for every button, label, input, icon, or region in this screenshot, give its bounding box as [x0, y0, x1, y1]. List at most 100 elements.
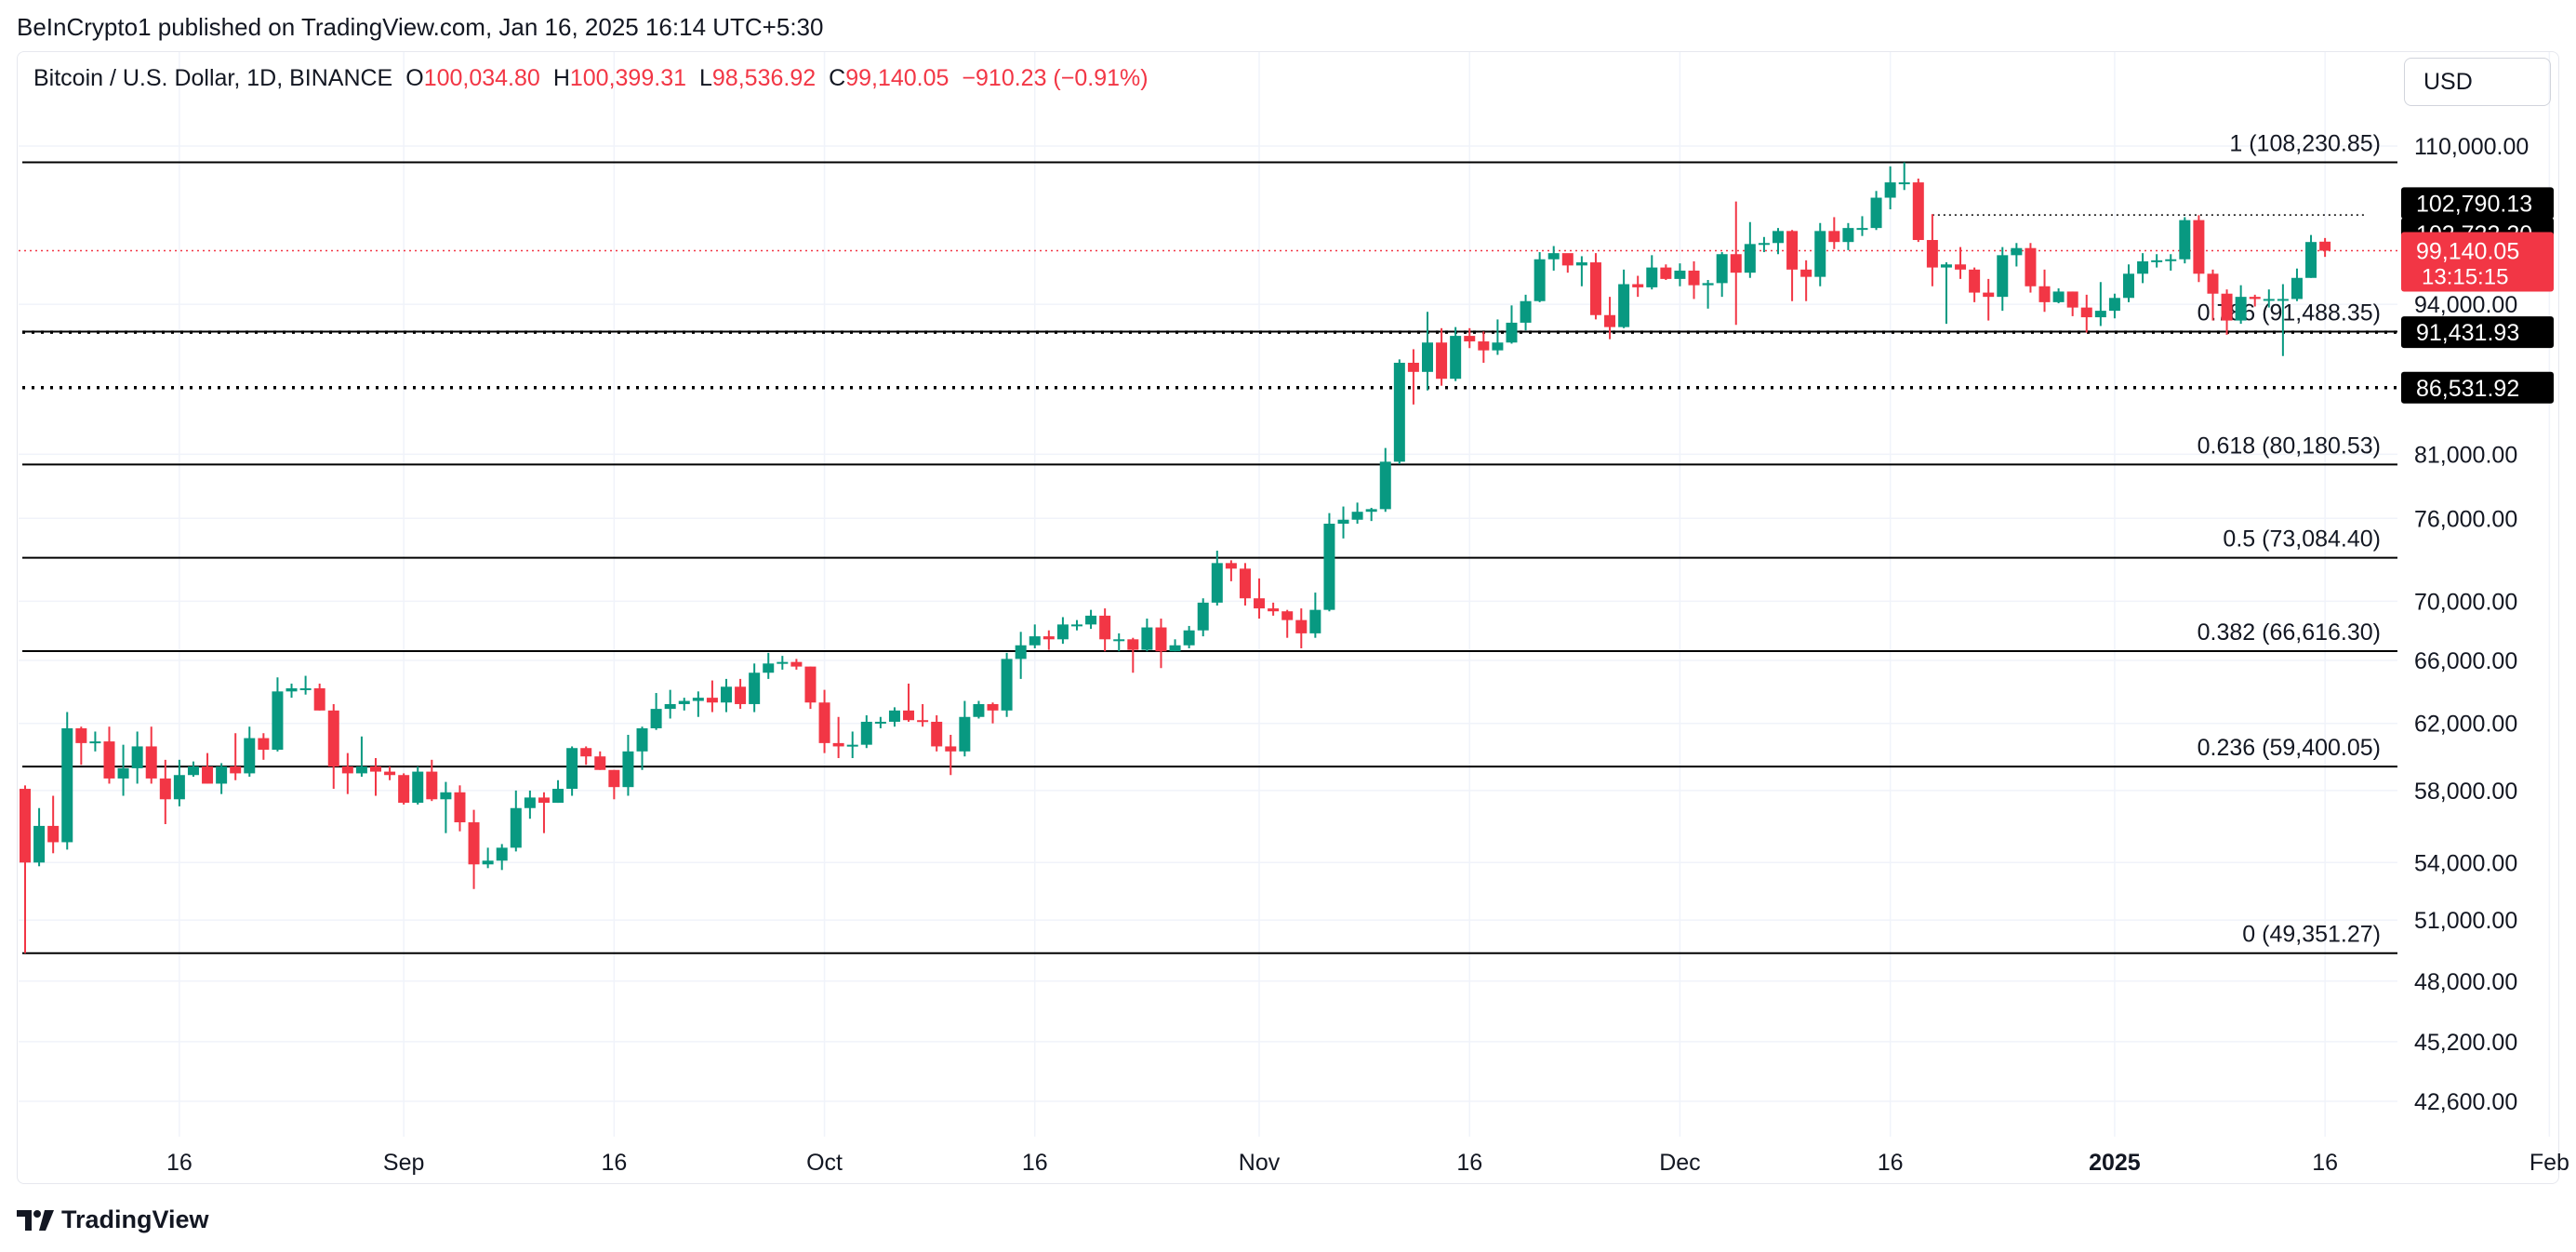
candle-down: [1436, 342, 1448, 380]
candle-up: [763, 663, 775, 673]
candle-up: [216, 766, 228, 784]
candle-up: [2165, 259, 2177, 261]
candle-up: [1997, 255, 2009, 298]
candle-down: [468, 822, 480, 865]
x-axis-tick-label: Dec: [1659, 1150, 1700, 1176]
y-axis-tick-label: 62,000.00: [2414, 712, 2517, 738]
ohlc-legend: Bitcoin / U.S. Dollar, 1D, BINANCE O100,0…: [33, 65, 1149, 92]
candle-down: [2221, 293, 2233, 321]
candle-up: [1450, 336, 1462, 380]
candle-down: [931, 721, 943, 747]
open-value: 100,034.80: [423, 65, 540, 91]
candle-down: [426, 771, 438, 800]
candle-down: [1254, 598, 1266, 609]
candle-up: [1870, 197, 1882, 229]
candle-down: [1632, 284, 1644, 287]
candle-up: [412, 771, 424, 804]
x-axis-tick-label: Nov: [1239, 1150, 1281, 1176]
candle-down: [1926, 240, 1938, 268]
candle-up: [2094, 311, 2106, 318]
candle-down: [2038, 286, 2051, 302]
candle-down: [1561, 253, 1573, 266]
candle-up: [1169, 645, 1181, 652]
candle-down: [327, 710, 339, 767]
candle-up: [510, 807, 522, 848]
candle-up: [1365, 509, 1377, 513]
open-label: O: [405, 65, 424, 91]
candle-up: [1520, 300, 1532, 323]
candle-down: [2319, 241, 2331, 251]
candle-up: [2011, 247, 2023, 256]
candle-up: [2235, 297, 2247, 321]
price-tag-box: [2401, 187, 2554, 220]
change-value: −910.23 (−0.91%): [962, 65, 1149, 91]
candle-up: [566, 748, 578, 790]
candle-up: [2052, 291, 2065, 302]
candle-up: [678, 700, 690, 704]
tradingview-logo[interactable]: TradingView: [17, 1205, 209, 1234]
candle-down: [1688, 270, 1700, 286]
candle-down: [945, 746, 957, 752]
candle-down: [1730, 254, 1742, 273]
candle-up: [1716, 254, 1728, 284]
candle-down: [398, 775, 410, 804]
candle-down: [987, 703, 999, 711]
candle-up: [552, 789, 564, 804]
candle-down: [202, 766, 214, 784]
candle-down: [1955, 264, 1967, 270]
y-axis-tick-label: 94,000.00: [2414, 292, 2517, 318]
y-axis-tick-label: 76,000.00: [2414, 506, 2517, 532]
candle-up: [355, 766, 367, 774]
fib-level-label: 0.382 (66,616.30): [2198, 619, 2381, 646]
candle-up: [272, 691, 284, 751]
chart-frame: [17, 51, 2559, 1184]
candle-down: [804, 666, 817, 703]
candle-down: [706, 698, 718, 703]
currency-selector-button[interactable]: USD: [2404, 58, 2551, 106]
candle-down: [159, 778, 171, 800]
candle-down: [1225, 563, 1237, 569]
candle-down: [1604, 314, 1616, 327]
candle-down: [735, 686, 747, 704]
x-axis-tick-label: 16: [601, 1150, 627, 1176]
countdown-label: 13:15:15: [2422, 265, 2508, 290]
candle-down: [1800, 269, 1812, 277]
candle-down: [1239, 568, 1251, 599]
candle-up: [1071, 624, 1082, 627]
fib-level-label: 0.618 (80,180.53): [2198, 433, 2381, 459]
candle-up: [1379, 461, 1391, 510]
candle-up: [1534, 259, 1546, 301]
x-axis-tick-label: 16: [1456, 1150, 1482, 1176]
candle-down: [1268, 608, 1280, 612]
candle-up: [2123, 273, 2134, 299]
candle-up: [285, 687, 298, 692]
candle-down: [258, 738, 270, 751]
x-axis-tick-label: 16: [2312, 1150, 2338, 1176]
candle-up: [860, 721, 872, 745]
candle-up: [33, 825, 46, 863]
candle-down: [1912, 182, 1924, 241]
candle-up: [524, 797, 536, 808]
y-axis-tick-label: 58,000.00: [2414, 779, 2517, 805]
candle-up: [1309, 609, 1321, 633]
current-price-tag-label: 99,140.05: [2416, 239, 2519, 265]
low-value: 98,536.92: [711, 65, 817, 91]
candle-up: [2179, 220, 2191, 260]
tradingview-mark-icon: [17, 1209, 54, 1231]
candle-up: [1506, 322, 1518, 343]
close-label: C: [829, 65, 846, 91]
candle-up: [2305, 242, 2317, 278]
candle-up: [244, 738, 256, 774]
candle-down: [454, 792, 466, 823]
candle-up: [2108, 298, 2120, 312]
candle-down: [1969, 269, 1981, 293]
y-axis-tick-label: 70,000.00: [2414, 589, 2517, 615]
candle-up: [131, 746, 143, 768]
tradingview-brand-text: TradingView: [61, 1205, 209, 1233]
y-axis-tick-label: 66,000.00: [2414, 648, 2517, 674]
candle-up: [117, 767, 129, 779]
x-axis-tick-label: 2025: [2089, 1150, 2141, 1176]
candle-up: [1492, 342, 1504, 351]
candle-up: [1197, 602, 1209, 631]
